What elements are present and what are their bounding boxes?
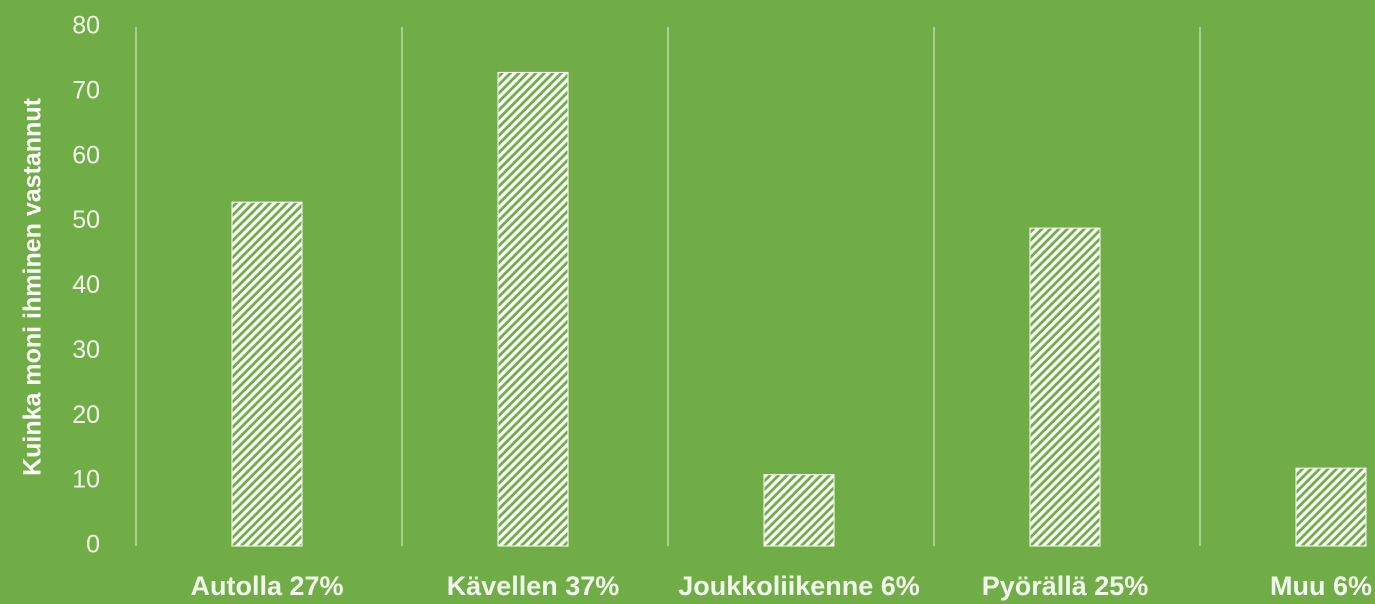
bar	[763, 474, 835, 547]
y-tick-label: 0	[86, 531, 100, 559]
bar	[231, 201, 303, 547]
y-tick-label: 80	[72, 12, 100, 40]
y-tick-label: 40	[72, 271, 100, 299]
x-tick-label: Joukkoliikenne 6%	[678, 571, 920, 601]
y-tick-label: 70	[72, 76, 100, 104]
bar	[1029, 227, 1101, 547]
x-tick-label: Muu 6%	[1270, 571, 1372, 601]
y-axis-label: Kuinka moni ihminen vastannut	[19, 97, 47, 475]
y-tick-label: 10	[72, 466, 100, 494]
x-tick-label: Pyörällä 25%	[982, 571, 1149, 601]
y-tick-label: 60	[72, 141, 100, 169]
x-tick-label: Autolla 27%	[190, 571, 343, 601]
x-tick-label: Kävellen 37%	[447, 571, 620, 601]
y-tick-label: 50	[72, 206, 100, 234]
bar	[497, 71, 569, 547]
y-tick-label: 20	[72, 401, 100, 429]
bar	[1295, 467, 1367, 547]
y-tick-label: 30	[72, 336, 100, 364]
